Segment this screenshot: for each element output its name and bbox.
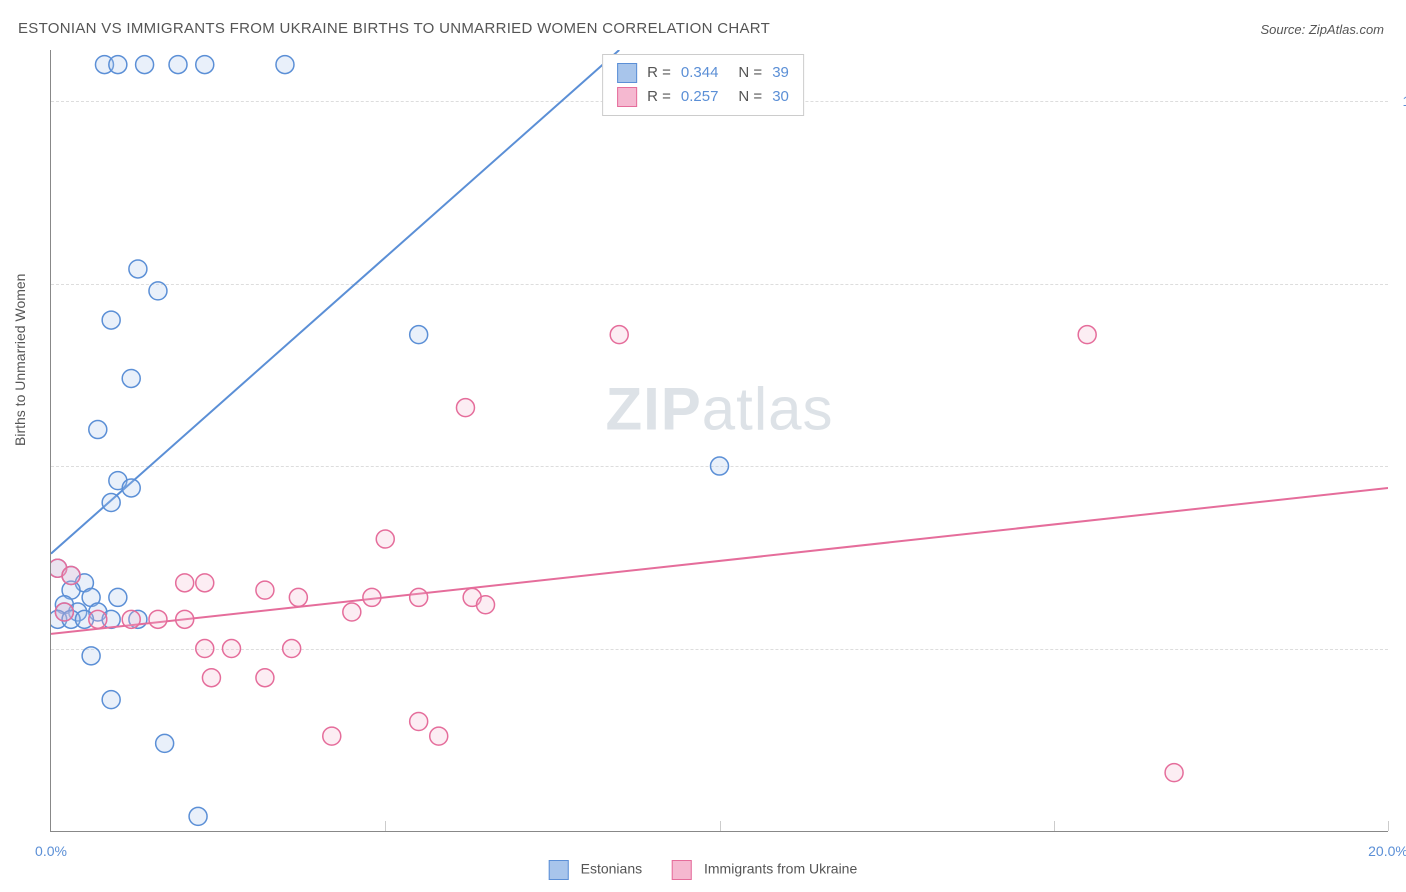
scatter-point xyxy=(343,603,361,621)
scatter-point xyxy=(196,56,214,74)
scatter-point xyxy=(430,727,448,745)
scatter-point xyxy=(276,56,294,74)
scatter-point xyxy=(109,588,127,606)
scatter-point xyxy=(1078,326,1096,344)
y-axis-label: Births to Unmarried Women xyxy=(12,274,28,446)
scatter-point xyxy=(129,260,147,278)
scatter-point xyxy=(323,727,341,745)
scatter-point xyxy=(256,581,274,599)
scatter-point xyxy=(196,640,214,658)
legend-item-1: Immigrants from Ukraine xyxy=(672,860,857,880)
corr-n-label: N = xyxy=(738,85,762,109)
scatter-point xyxy=(456,399,474,417)
scatter-point xyxy=(189,807,207,825)
corr-n-label: N = xyxy=(738,61,762,85)
scatter-point xyxy=(410,588,428,606)
corr-row-0: R = 0.344 N = 39 xyxy=(617,61,789,85)
scatter-point xyxy=(122,369,140,387)
source-label: Source: ZipAtlas.com xyxy=(1260,22,1384,37)
scatter-point xyxy=(102,691,120,709)
chart-plot-area: ZIPatlas 25.0%50.0%75.0%100.0%0.0%20.0% xyxy=(50,50,1388,832)
scatter-point xyxy=(122,479,140,497)
correlation-legend-box: R = 0.344 N = 39 R = 0.257 N = 30 xyxy=(602,54,804,116)
scatter-point xyxy=(102,311,120,329)
scatter-point xyxy=(122,610,140,628)
corr-n-value-0: 39 xyxy=(772,61,789,85)
corr-r-value-1: 0.257 xyxy=(681,85,719,109)
scatter-point xyxy=(410,713,428,731)
corr-row-1: R = 0.257 N = 30 xyxy=(617,85,789,109)
scatter-point xyxy=(222,640,240,658)
legend-label-1: Immigrants from Ukraine xyxy=(704,861,857,877)
scatter-point xyxy=(149,610,167,628)
scatter-point xyxy=(136,56,154,74)
scatter-point xyxy=(176,574,194,592)
chart-svg xyxy=(51,50,1388,831)
scatter-point xyxy=(376,530,394,548)
corr-r-value-0: 0.344 xyxy=(681,61,719,85)
scatter-point xyxy=(55,603,73,621)
scatter-point xyxy=(62,567,80,585)
scatter-point xyxy=(711,457,729,475)
scatter-point xyxy=(363,588,381,606)
scatter-point xyxy=(410,326,428,344)
scatter-point xyxy=(477,596,495,614)
scatter-point xyxy=(610,326,628,344)
corr-r-label: R = xyxy=(647,85,671,109)
scatter-point xyxy=(283,640,301,658)
corr-swatch-0 xyxy=(617,63,637,83)
legend-item-0: Estonians xyxy=(549,860,642,880)
scatter-point xyxy=(202,669,220,687)
scatter-point xyxy=(109,56,127,74)
legend-swatch-0 xyxy=(549,860,569,880)
scatter-point xyxy=(1165,764,1183,782)
xtick-label: 20.0% xyxy=(1368,843,1406,859)
scatter-point xyxy=(89,421,107,439)
scatter-point xyxy=(82,647,100,665)
xtick-mark xyxy=(1388,821,1389,831)
scatter-point xyxy=(89,610,107,628)
scatter-point xyxy=(256,669,274,687)
scatter-point xyxy=(149,282,167,300)
corr-swatch-1 xyxy=(617,87,637,107)
ytick-label: 100.0% xyxy=(1403,93,1406,109)
trend-line xyxy=(51,488,1388,634)
scatter-point xyxy=(102,494,120,512)
xtick-label: 0.0% xyxy=(35,843,67,859)
legend-swatch-1 xyxy=(672,860,692,880)
legend-bottom: Estonians Immigrants from Ukraine xyxy=(549,860,858,880)
corr-r-label: R = xyxy=(647,61,671,85)
scatter-point xyxy=(289,588,307,606)
scatter-point xyxy=(156,734,174,752)
chart-title: ESTONIAN VS IMMIGRANTS FROM UKRAINE BIRT… xyxy=(18,20,770,37)
legend-label-0: Estonians xyxy=(581,861,642,877)
scatter-point xyxy=(169,56,187,74)
trend-line xyxy=(51,50,619,554)
scatter-point xyxy=(176,610,194,628)
corr-n-value-1: 30 xyxy=(772,85,789,109)
scatter-point xyxy=(196,574,214,592)
